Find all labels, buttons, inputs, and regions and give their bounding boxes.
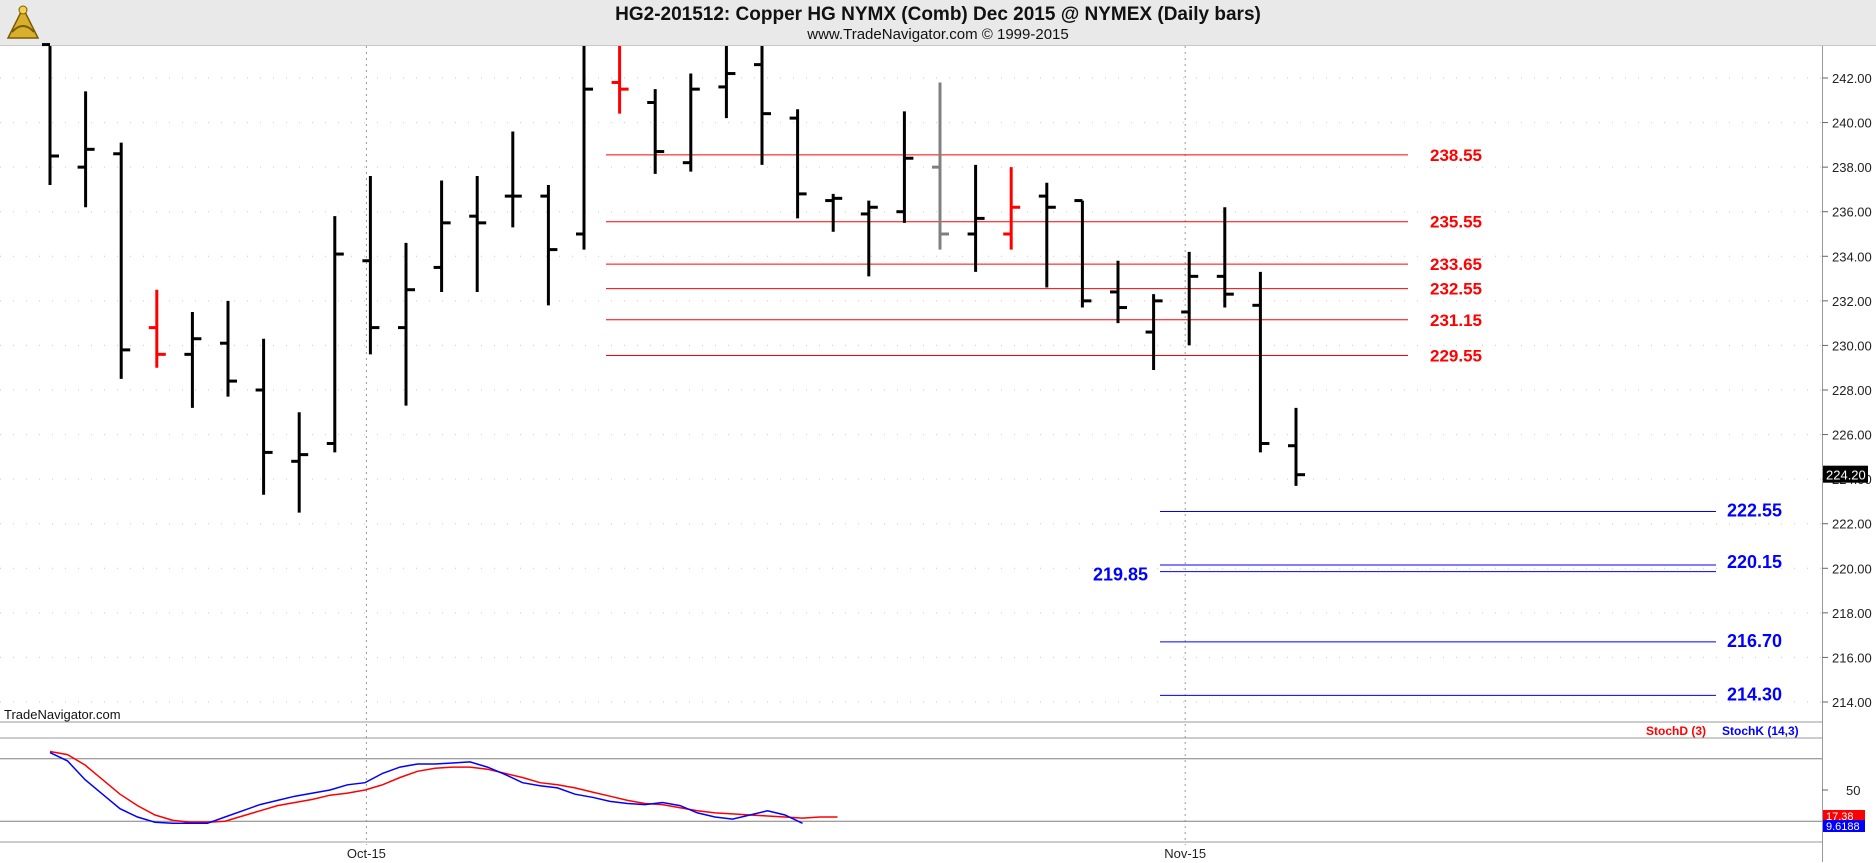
stoch-tick-label: 50: [1846, 783, 1860, 798]
price-tick-label: 238.00: [1832, 160, 1872, 175]
resistance-label: 232.55: [1430, 280, 1482, 299]
price-tick-label: 230.00: [1832, 338, 1872, 353]
price-tick-label: 234.00: [1832, 249, 1872, 264]
price-tick-label: 216.00: [1832, 650, 1872, 665]
price-tick-label: 240.00: [1832, 116, 1872, 131]
stoch-d-line: [49, 750, 838, 823]
stoch-last-value: 9.6188: [1826, 821, 1860, 833]
price-tick-label: 228.00: [1832, 383, 1872, 398]
price-tick-label: 236.00: [1832, 205, 1872, 220]
watermark: TradeNavigator.com: [4, 707, 121, 722]
support-label: 214.30: [1727, 684, 1782, 704]
header-bar: [0, 0, 1876, 46]
x-tick-label: Nov-15: [1164, 846, 1206, 861]
price-axis-line: [1822, 46, 1823, 862]
sextant-logo-icon: [6, 5, 40, 39]
last-price-value: 224.20: [1826, 468, 1866, 483]
price-tick-label: 232.00: [1832, 294, 1872, 309]
resistance-label: 231.15: [1430, 311, 1482, 330]
support-label: 219.85: [1093, 565, 1148, 585]
price-tick-label: 226.00: [1832, 428, 1872, 443]
legend-stoch-d: StochD (3): [1646, 724, 1706, 738]
chart-title: HG2-201512: Copper HG NYMX (Comb) Dec 20…: [615, 4, 1261, 25]
resistance-label: 233.65: [1430, 255, 1482, 274]
legend-stoch-k: StochK (14,3): [1722, 724, 1799, 738]
price-tick-label: 242.00: [1832, 71, 1872, 86]
support-label: 222.55: [1727, 500, 1782, 520]
resistance-label: 229.55: [1430, 346, 1482, 365]
price-tick-label: 222.00: [1832, 517, 1872, 532]
stoch-last-badge: [1823, 810, 1865, 822]
resistance-label: 235.55: [1430, 213, 1482, 232]
resistance-label: 238.55: [1430, 146, 1482, 165]
stoch-last-badge: [1823, 820, 1865, 832]
price-tick-label: 220.00: [1832, 561, 1872, 576]
price-tick-label: 218.00: [1832, 606, 1872, 621]
x-tick-label: Oct-15: [347, 846, 386, 861]
price-tick-label: 214.00: [1832, 695, 1872, 710]
last-price-badge: [1823, 465, 1868, 483]
chart-subtitle: www.TradeNavigator.com © 1999-2015: [807, 26, 1069, 43]
support-label: 216.70: [1727, 631, 1782, 651]
stoch-k-line: [49, 751, 803, 825]
support-label: 220.15: [1727, 552, 1782, 572]
